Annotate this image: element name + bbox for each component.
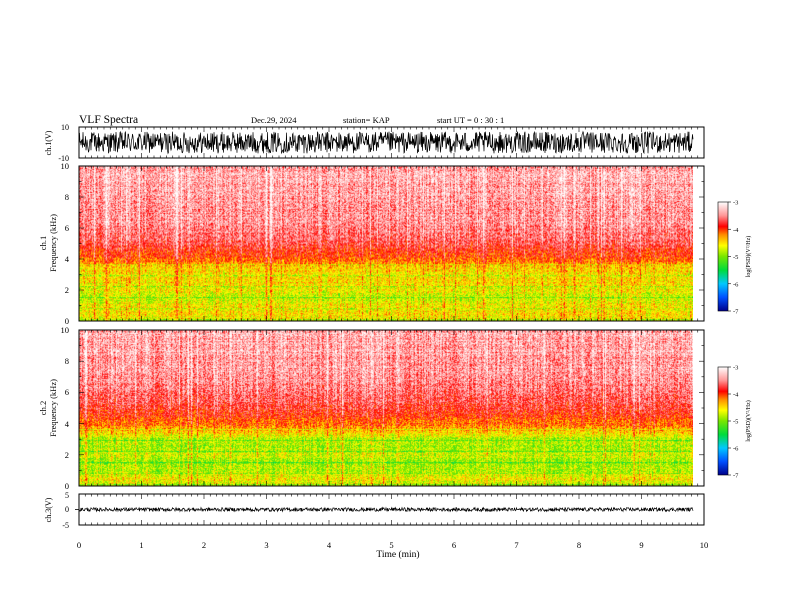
ch2-colorbar-ramp [717, 366, 729, 476]
ch2-ytick-4: 4 [65, 419, 70, 429]
ch1-ylabel: ch.1(V) [44, 130, 53, 155]
ch2-spec-ticks [78, 329, 705, 487]
time-axis-label: Time (min) [376, 549, 419, 560]
yl3-line: ch.2 [38, 401, 48, 415]
ch1-colorbar-tick-label: -4 [733, 227, 739, 234]
ch1-x-ticks [78, 127, 705, 158]
ch1-colorbar-tick-label: -3 [733, 200, 738, 207]
figure-header: VLF Spectra Dec.29, 2024 station= KAP st… [79, 114, 504, 126]
ch1-ytick-top: 10 [61, 123, 69, 132]
time-tick-label: 0 [77, 540, 81, 550]
ch2-spec-ylabel: ch.2Frequency (kHz) [38, 379, 58, 437]
ch2-ytick-0: 0 [65, 481, 69, 491]
ch1-colorbar-tick-label: -5 [733, 254, 738, 261]
time-tick-label: 7 [514, 540, 518, 550]
ch1-ytick-10: 10 [61, 161, 70, 171]
time-tick-label: 8 [577, 540, 581, 550]
ch1-ytick-4: 4 [65, 254, 70, 264]
ch2-ytick-6: 6 [65, 387, 69, 397]
yl2-line: ch.1 [38, 236, 48, 250]
time-tick-label: 4 [327, 540, 332, 550]
ch3-waveform-line [79, 506, 694, 513]
ch1-waveform-line [79, 130, 694, 155]
ch1-ytick-6: 6 [65, 223, 69, 233]
ch2-ytick-10: 10 [61, 325, 70, 335]
start-time-label: start UT = 0 : 30 : 1 [437, 115, 504, 125]
yl3-line: Frequency (kHz) [48, 379, 58, 437]
yl2-line: Frequency (kHz) [48, 214, 58, 272]
ch1-waveform-panel: 10 -10 ch.1(V) [44, 123, 705, 163]
time-tick-label: 5 [389, 540, 393, 550]
ch2-colorbar-label: log(PSD)(V²/Hz) [745, 400, 752, 441]
time-tick-label: 2 [202, 540, 206, 550]
time-tick-label: 3 [264, 540, 268, 550]
ch1-spec-ytick-labels: 0 2 4 6 8 10 [61, 161, 70, 326]
station-label: station= KAP [343, 115, 390, 125]
ch1-spec-ticks [78, 165, 705, 322]
ch1-ytick-8: 8 [65, 192, 69, 202]
ch1-colorbar-label: log(PSD)(V²/Hz) [745, 236, 752, 277]
time-tick-label: 6 [452, 540, 456, 550]
ch2-ytick-2: 2 [65, 450, 69, 460]
time-tick-label: 10 [700, 540, 709, 550]
ch2-ytick-8: 8 [65, 356, 69, 366]
ch2-spectrogram-image [79, 330, 693, 486]
ch1-spectrogram-image [79, 166, 693, 321]
ch3-ytick-minus5: -5 [62, 521, 69, 530]
ch3-x-ticks [78, 494, 705, 525]
ch1-colorbar-tick-label: -6 [733, 281, 739, 288]
ch1-spec-ylabel: ch.1Frequency (kHz) [38, 214, 58, 272]
date-label: Dec.29, 2024 [251, 115, 297, 125]
ch2-spec-ytick-labels: 0 2 4 6 8 10 [61, 325, 70, 491]
ch1-spectrogram-panel: 0 2 4 6 8 10 ch.1Frequency (kHz) [38, 161, 705, 326]
time-tick-label: 9 [639, 540, 643, 550]
time-tick-label: 1 [139, 540, 143, 550]
ch2-colorbar: -3 -4 -5 -6 -7 log(PSD)(V²/Hz) [717, 365, 752, 480]
ch3-ylabel: ch.3(V) [44, 497, 53, 522]
ch1-colorbar-tick-label: -7 [733, 309, 739, 316]
ch2-colorbar-tick-label: -6 [733, 446, 739, 453]
ch1-ytick-0: 0 [65, 316, 69, 326]
ch2-colorbar-tick-label: -3 [733, 365, 738, 372]
ch2-colorbar-tick-label: -4 [733, 392, 739, 399]
ch1-colorbar-ramp [717, 201, 729, 312]
ch2-spectrogram-panel: 0 2 4 6 8 10 ch.2Frequency (kHz) [38, 325, 705, 491]
ch3-ytick-5: 5 [65, 491, 69, 500]
ch1-ytick-bottom: -10 [58, 154, 69, 163]
ch2-colorbar-tick-label: -7 [733, 473, 739, 480]
time-axis-tick-labels: 0 1 2 3 4 5 6 7 8 9 10 [77, 540, 708, 550]
ch1-ytick-2: 2 [65, 285, 69, 295]
ch3-waveform-panel: 5 0 -5 ch.3(V) 0 1 2 3 4 5 6 7 8 9 10 Time (min) [44, 491, 708, 560]
ch1-colorbar: -3 -4 -5 -6 -7 log(PSD)(V²/Hz) [717, 200, 752, 316]
figure-title: VLF Spectra [79, 114, 138, 126]
ch2-colorbar-tick-label: -5 [733, 419, 738, 426]
ch3-ytick-0: 0 [65, 505, 69, 514]
